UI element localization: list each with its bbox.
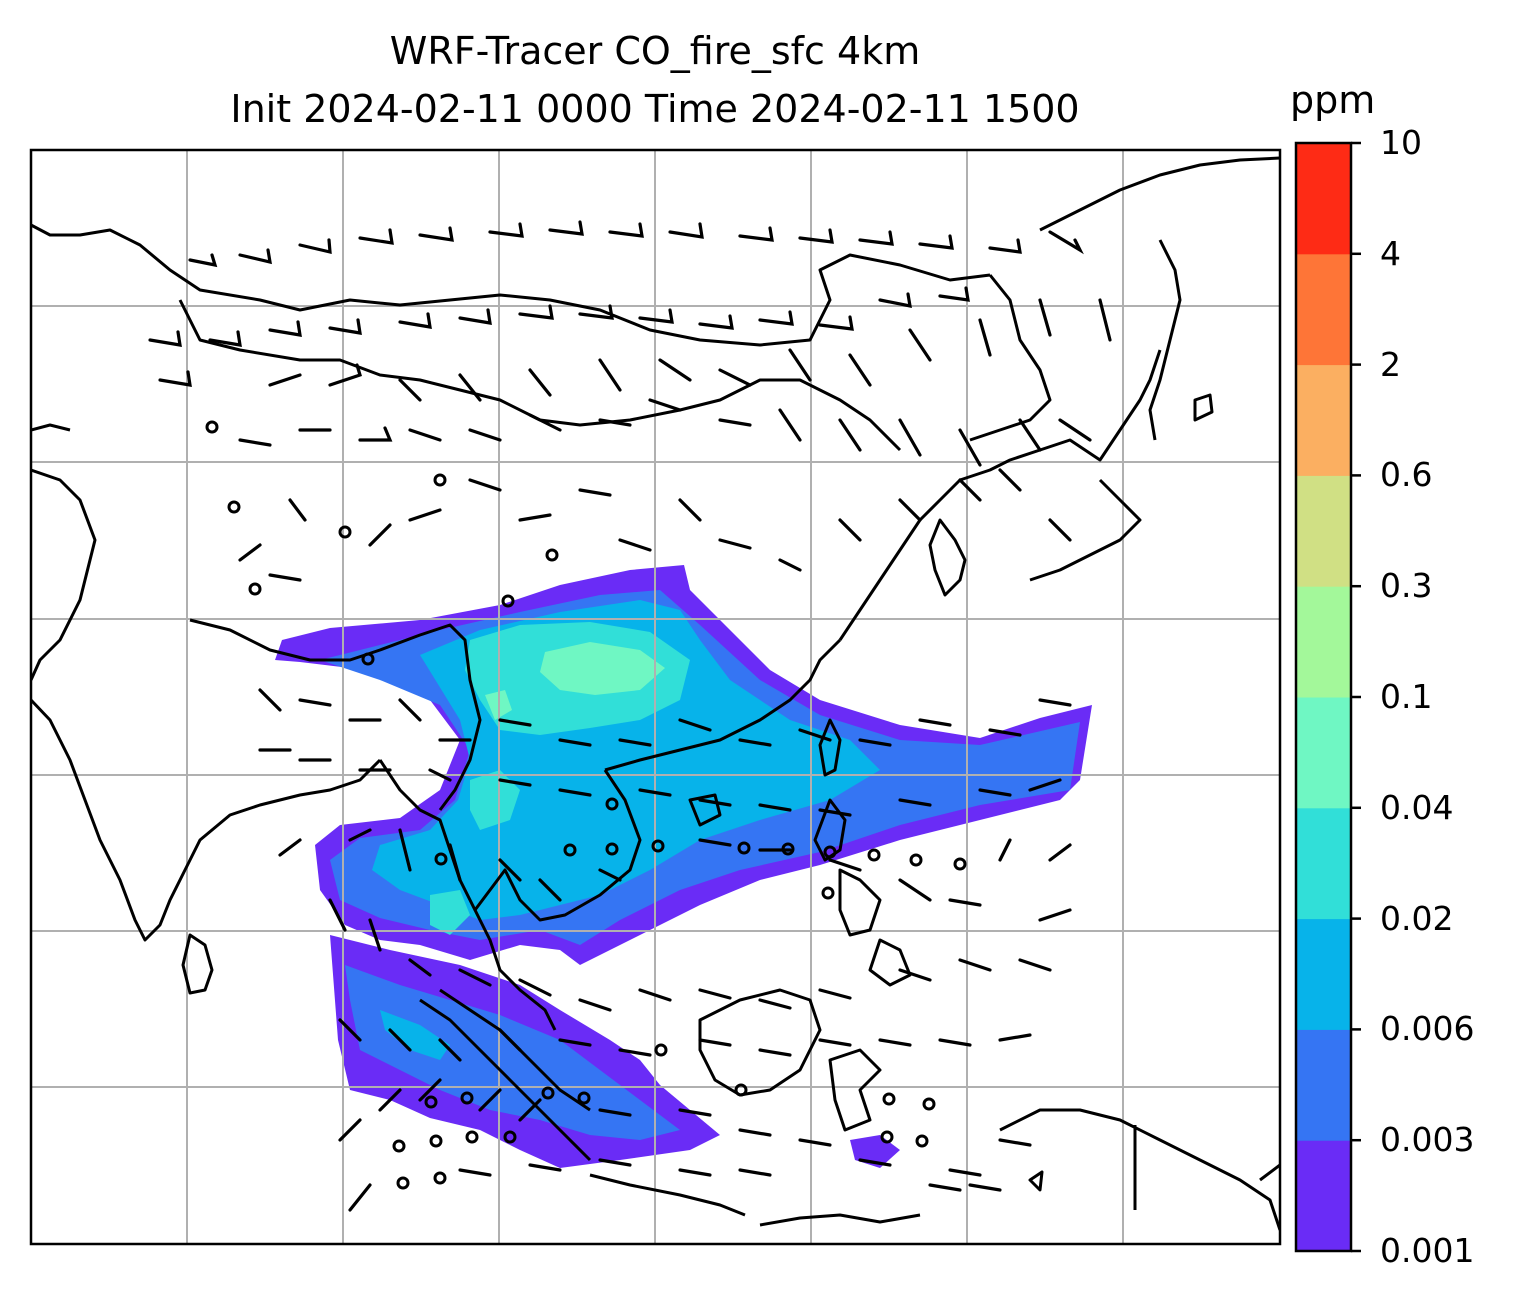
colorbar-tick-label: 0.3 bbox=[1380, 566, 1433, 606]
map-title-line2: Init 2024-02-11 0000 Time 2024-02-11 150… bbox=[230, 87, 1080, 131]
colorbar-segment bbox=[1296, 364, 1351, 476]
colorbar-segment bbox=[1296, 807, 1351, 920]
colorbar-tick-label: 4 bbox=[1380, 233, 1401, 273]
calm-wind-circles bbox=[205, 420, 967, 1190]
wind-barb-row-middle bbox=[238, 468, 1072, 907]
colorbar-tick-label: 0.1 bbox=[1380, 677, 1433, 716]
colorbar-tick-label: 0.006 bbox=[1380, 1009, 1475, 1049]
map-frame bbox=[29, 148, 1282, 1246]
colorbar bbox=[1294, 141, 1361, 1253]
lat-lon-gridlines bbox=[31, 150, 1280, 1244]
colorbar-tick-label: 0.6 bbox=[1380, 455, 1433, 495]
colorbar-segment bbox=[1296, 586, 1351, 698]
colorbar-tick-label: 10 bbox=[1380, 123, 1422, 162]
colorbar-segment bbox=[1296, 143, 1351, 255]
colorbar-segment bbox=[1296, 475, 1351, 587]
colorbar-unit: ppm bbox=[1290, 78, 1376, 122]
map-title-line1: WRF-Tracer CO_fire_sfc 4km bbox=[389, 29, 921, 73]
colorbar-segment bbox=[1296, 1029, 1351, 1141]
colorbar-segment bbox=[1296, 253, 1351, 366]
wind-barbs bbox=[148, 220, 1112, 1212]
colorbar-segment bbox=[1296, 918, 1351, 1030]
wind-barb-row-south bbox=[328, 898, 1072, 1212]
colorbar-segment bbox=[1296, 697, 1351, 809]
colorbar-tick-label: 2 bbox=[1380, 344, 1401, 384]
colorbar-tick-label: 0.04 bbox=[1380, 787, 1454, 827]
colorbar-segment bbox=[1296, 1140, 1351, 1252]
colorbar-tick-label: 0.02 bbox=[1380, 898, 1454, 938]
wind-barb-row-north bbox=[148, 220, 1112, 467]
colorbar-tick-label: 0.003 bbox=[1380, 1120, 1475, 1160]
colorbar-tick-label: 0.001 bbox=[1380, 1231, 1475, 1270]
